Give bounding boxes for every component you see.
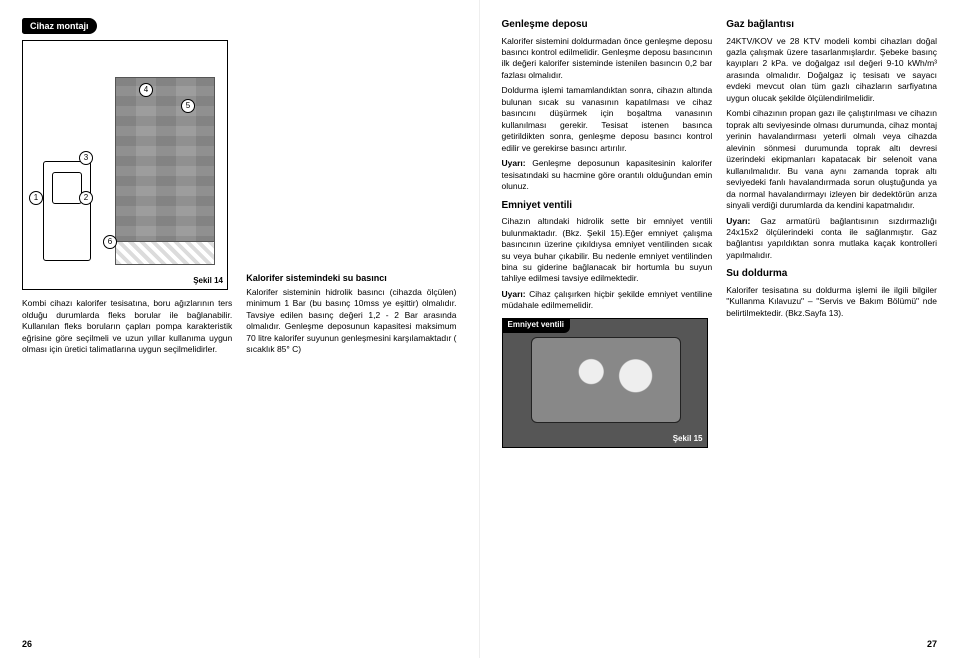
page-right: Genleşme deposu Kalorifer sistemini dold…: [480, 0, 959, 658]
figure-15: Emniyet ventili Şekil 15: [502, 318, 708, 448]
expansion-p2: Doldurma işlemi tamamlandıktan sonra, ci…: [502, 85, 713, 154]
right-col-1: Genleşme deposu Kalorifer sistemini dold…: [502, 18, 713, 448]
valve-badge: Emniyet ventili: [502, 318, 570, 333]
safety-warn-text: Cihaz çalışırken hiçbir şekilde emniyet …: [502, 289, 713, 310]
fig-wall: [115, 77, 215, 247]
expansion-warn-text: Genleşme deposunun kapasitesinin kalorif…: [502, 158, 713, 191]
expansion-p1: Kalorifer sistemini doldurmadan önce gen…: [502, 36, 713, 82]
h-expansion: Genleşme deposu: [502, 18, 713, 32]
fill-p: Kalorifer tesisatına su doldurma işlemi …: [726, 285, 937, 319]
h-fill: Su doldurma: [726, 267, 937, 281]
left-p1: Kombi cihazı kalorifer tesisatına, boru …: [22, 298, 232, 355]
figure-15-label: Şekil 15: [673, 434, 703, 445]
gas-p1: 24KTV/KOV ve 28 KTV modeli kombi cihazla…: [726, 36, 937, 105]
fig-boiler: [43, 161, 91, 261]
callout-1: 1: [29, 191, 43, 205]
left-col-2: Kalorifer sistemindeki su basıncı Kalori…: [246, 40, 456, 359]
section-badge: Cihaz montajı: [22, 18, 97, 34]
gas-warn: Uyarı: Gaz armatürü bağlantısının sızdır…: [726, 216, 937, 262]
page-left: Cihaz montajı 1 2 3 4 5 6 Şekil 14 Kombi…: [0, 0, 480, 658]
figure-14: 1 2 3 4 5 6 Şekil 14: [22, 40, 228, 290]
page-number-right: 27: [927, 638, 937, 650]
h-gas: Gaz bağlantısı: [726, 18, 937, 32]
right-col-2: Gaz bağlantısı 24KTV/KOV ve 28 KTV model…: [726, 18, 937, 448]
left-columns: 1 2 3 4 5 6 Şekil 14 Kombi cihazı kalori…: [22, 40, 457, 359]
figure-14-label: Şekil 14: [193, 276, 223, 287]
safety-p1: Cihazın altındaki hidrolik sette bir emn…: [502, 216, 713, 285]
safety-warn: Uyarı: Cihaz çalışırken hiçbir şekilde e…: [502, 289, 713, 312]
valve-device: [531, 337, 681, 423]
fig-floor: [115, 241, 215, 265]
left-h2: Kalorifer sistemindeki su basıncı: [246, 272, 456, 284]
gas-p2: Kombi cihazının propan gazı ile çalıştır…: [726, 108, 937, 211]
gas-warn-text: Gaz armatürü bağlantısının sızdırmazlığı…: [726, 216, 937, 260]
right-columns: Genleşme deposu Kalorifer sistemini dold…: [502, 18, 938, 448]
h-safety: Emniyet ventili: [502, 199, 713, 213]
left-col-1: 1 2 3 4 5 6 Şekil 14 Kombi cihazı kalori…: [22, 40, 232, 359]
expansion-warn: Uyarı: Genleşme deposunun kapasitesinin …: [502, 158, 713, 192]
left-p2: Kalorifer sisteminin hidrolik basıncı (c…: [246, 287, 456, 356]
page-number-left: 26: [22, 638, 32, 650]
